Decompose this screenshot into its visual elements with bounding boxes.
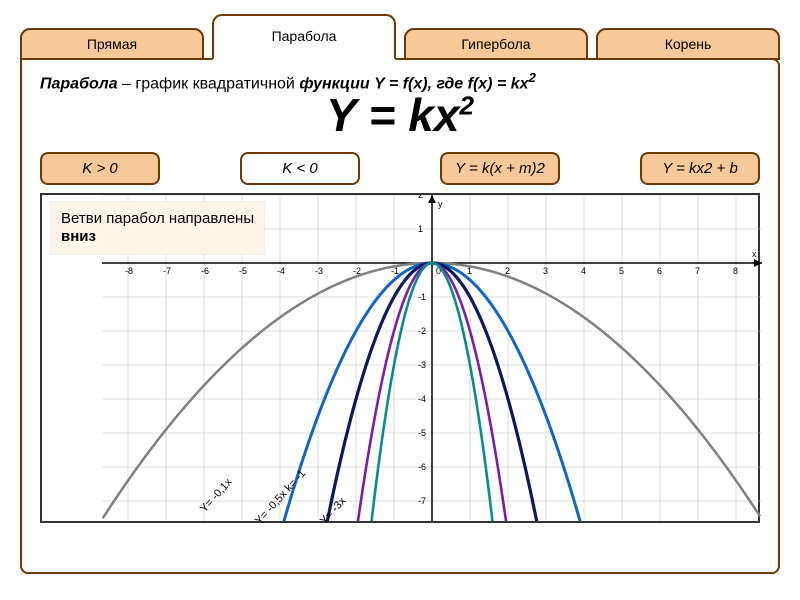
svg-text:-5: -5	[239, 266, 247, 276]
tab-bar: Прямая Парабола Гипербола Корень	[20, 20, 780, 60]
tab-parabola[interactable]: Парабола	[212, 14, 396, 60]
button-row: K > 0 K < 0 Y = k(x + m)2 Y = kx2 + b	[40, 152, 760, 185]
svg-text:-7: -7	[418, 496, 426, 506]
tab-label: Парабола	[272, 28, 337, 44]
svg-text:-2: -2	[418, 326, 426, 336]
svg-text:-4: -4	[277, 266, 285, 276]
svg-text:6: 6	[657, 266, 662, 276]
svg-text:-6: -6	[418, 462, 426, 472]
svg-text:-4: -4	[418, 394, 426, 404]
svg-text:-1: -1	[418, 292, 426, 302]
tab-label: Гипербола	[461, 36, 530, 52]
svg-text:-5: -5	[418, 428, 426, 438]
svg-text:-3: -3	[315, 266, 323, 276]
svg-text:1: 1	[418, 224, 423, 234]
svg-text:y: y	[438, 199, 443, 209]
tab-line[interactable]: Прямая	[20, 28, 204, 60]
svg-text:-7: -7	[163, 266, 171, 276]
btn-shift-m[interactable]: Y = k(x + m)2	[440, 152, 560, 185]
svg-text:5: 5	[619, 266, 624, 276]
chart-caption: Ветви парабол направлены вниз	[50, 201, 265, 255]
svg-text:3: 3	[543, 266, 548, 276]
svg-text:7: 7	[695, 266, 700, 276]
tab-root[interactable]: Корень	[596, 28, 780, 60]
tab-hyperbola[interactable]: Гипербола	[404, 28, 588, 60]
svg-text:-6: -6	[201, 266, 209, 276]
svg-text:-3: -3	[418, 360, 426, 370]
btn-shift-b[interactable]: Y = kx2 + b	[640, 152, 760, 185]
btn-k-positive[interactable]: K > 0	[40, 152, 160, 185]
tab-label: Прямая	[87, 36, 137, 52]
svg-text:2: 2	[418, 195, 423, 200]
svg-text:4: 4	[581, 266, 586, 276]
btn-k-negative[interactable]: K < 0	[240, 152, 360, 185]
svg-text:-8: -8	[125, 266, 133, 276]
tab-label: Корень	[665, 36, 712, 52]
main-formula: Y = kx2	[40, 88, 760, 142]
chart-area: Ветви парабол направлены вниз -8 -7 -6 -5 -4…	[40, 193, 760, 523]
svg-text:8: 8	[733, 266, 738, 276]
svg-text:x: x	[752, 249, 757, 259]
content-panel: Парабола – график квадратичной функции Y…	[20, 58, 780, 574]
